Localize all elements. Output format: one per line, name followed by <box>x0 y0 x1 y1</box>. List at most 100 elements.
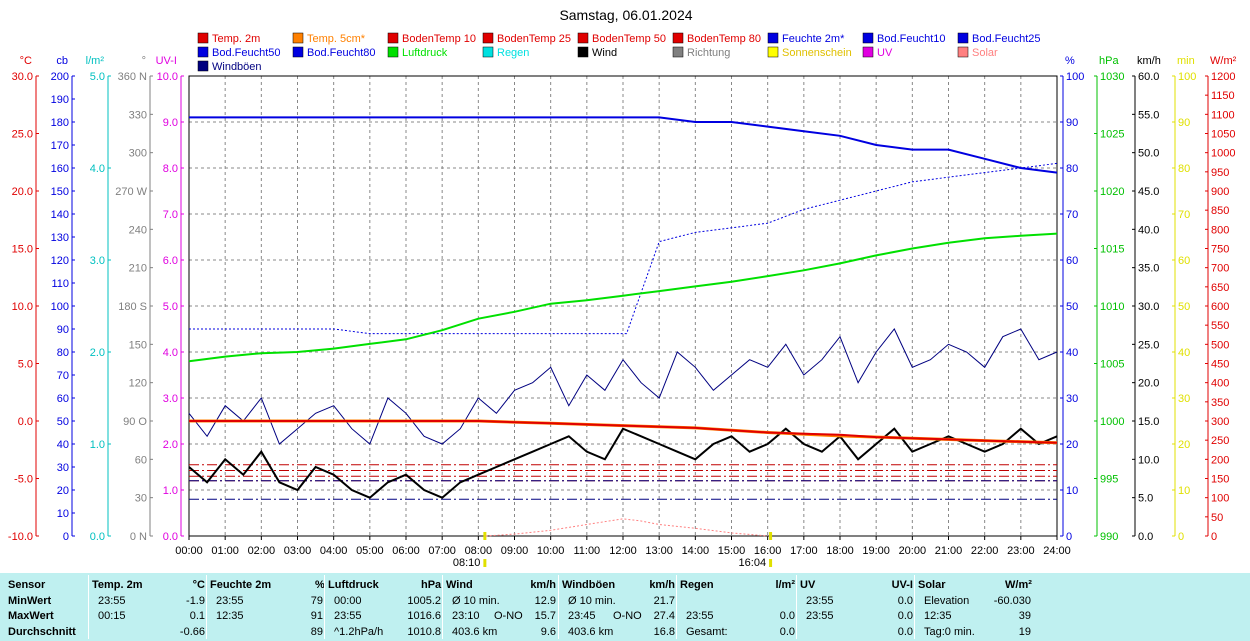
table-cell: 23:10 <box>452 610 480 622</box>
right-axis-tick-label: 700 <box>1211 263 1229 275</box>
x-tick-label: 00:00 <box>175 545 203 557</box>
right-axis-tick-label: 150 <box>1211 474 1229 486</box>
legend-label: BodenTemp 80 <box>687 33 761 45</box>
legend-label: BodenTemp 50 <box>592 33 666 45</box>
legend-label: Luftdruck <box>402 47 448 59</box>
right-axis-tick-label: 1020 <box>1100 186 1124 198</box>
legend-label: Feuchte 2m* <box>782 33 845 45</box>
right-axis-tick-label: 500 <box>1211 339 1229 351</box>
left-axis-tick-label: 50 <box>57 416 69 428</box>
right-axis-tick-label: 30 <box>1066 393 1078 405</box>
left-axis-tick-label: 40 <box>57 439 69 451</box>
right-axis-tick-label: 40 <box>1178 347 1190 359</box>
legend-swatch <box>862 46 874 58</box>
legend-swatch <box>862 32 874 44</box>
right-axis-tick-label: 1010 <box>1100 301 1124 313</box>
x-tick-label: 04:00 <box>320 545 348 557</box>
table-cell: l/m² <box>775 579 795 591</box>
left-axis-tick-label: 90 O <box>123 416 147 428</box>
left-axis-tick-label: 2.0 <box>163 439 178 451</box>
legend-swatch <box>292 32 304 44</box>
legend-swatch <box>957 32 969 44</box>
right-axis-tick-label: 25.0 <box>1138 339 1159 351</box>
right-axis-tick-label: 550 <box>1211 320 1229 332</box>
right-axis-tick-label: 45.0 <box>1138 186 1159 198</box>
legend-swatch <box>767 46 779 58</box>
right-axis-tick-label: 100 <box>1178 71 1196 83</box>
right-axis-tick-label: 10 <box>1178 485 1190 497</box>
left-axis-tick-label: 4.0 <box>90 163 105 175</box>
legend-swatch <box>292 46 304 58</box>
right-axis-tick-label: 90 <box>1066 117 1078 129</box>
left-axis-tick-label: 190 <box>51 94 69 106</box>
right-axis-tick-label: 15.0 <box>1138 416 1159 428</box>
right-axis-tick-label: 80 <box>1066 163 1078 175</box>
right-axis-tick-label: 600 <box>1211 301 1229 313</box>
table-cell: Ø 10 min. <box>452 595 500 607</box>
table-cell: -60.030 <box>993 595 1031 607</box>
right-axis-tick-label: 900 <box>1211 186 1229 198</box>
right-axis-tick-label: 1030 <box>1100 71 1124 83</box>
pressure-line <box>188 232 1058 363</box>
left-axis-tick-label: 1.0 <box>163 485 178 497</box>
left-axis-tick-label: 0.0 <box>90 531 105 543</box>
legend-label: BodenTemp 25 <box>497 33 571 45</box>
sunset-marker-bottom <box>769 559 773 567</box>
right-axis-tick-label: 800 <box>1211 224 1229 236</box>
right-axis-tick-label: 0 <box>1211 531 1217 543</box>
right-axis-tick-label: 950 <box>1211 167 1229 179</box>
table-cell: Windböen <box>562 579 616 591</box>
right-axis-tick-label: 0 <box>1066 531 1072 543</box>
x-tick-label: 12:00 <box>609 545 637 557</box>
left-axis-tick-label: 160 <box>51 163 69 175</box>
x-tick-label: 02:00 <box>248 545 276 557</box>
chart-title: Samstag, 06.01.2024 <box>559 7 692 23</box>
sunset-marker <box>769 532 773 540</box>
x-tick-label: 20:00 <box>899 545 927 557</box>
right-axis-tick-label: 1000 <box>1100 416 1124 428</box>
legend-label: Solar <box>972 47 998 59</box>
left-axis-tick-label: 210 <box>129 263 147 275</box>
left-axis-tick-label: 5.0 <box>18 359 33 371</box>
table-cell: Regen <box>680 579 714 591</box>
column-separator <box>88 575 89 639</box>
column-separator <box>676 575 677 639</box>
table-cell: Feuchte 2m <box>210 579 272 591</box>
solar-line <box>485 518 768 537</box>
right-axis-tick-label: 30.0 <box>1138 301 1159 313</box>
table-cell: 9.6 <box>540 626 556 638</box>
right-axis-tick-label: 1050 <box>1211 129 1235 141</box>
legend-label: Bod.Feucht10 <box>877 33 946 45</box>
x-tick-label: 03:00 <box>284 545 312 557</box>
right-axis-tick-label: 1015 <box>1100 244 1124 256</box>
plot-area <box>188 116 1058 537</box>
table-cell: 1016.6 <box>407 610 441 622</box>
legend-swatch <box>387 46 399 58</box>
legend-swatch <box>672 32 684 44</box>
legend-swatch <box>672 46 684 58</box>
left-axis-tick-label: -10.0 <box>8 531 33 543</box>
sunset-label: 16:04 <box>739 557 767 569</box>
legend-label: Wind <box>592 47 617 59</box>
right-axis-tick-label: 20.0 <box>1138 378 1159 390</box>
table-cell: 00:00 <box>334 595 362 607</box>
right-axis-tick-label: 20 <box>1178 439 1190 451</box>
left-axis-tick-label: 8.0 <box>163 163 178 175</box>
sunrise-marker <box>483 532 487 540</box>
right-axis-tick-label: 250 <box>1211 435 1229 447</box>
column-separator <box>914 575 915 639</box>
legend-swatch <box>482 46 494 58</box>
legend-label: Bod.Feucht50 <box>212 47 281 59</box>
table-cell: 27.4 <box>653 610 675 622</box>
left-axis-tick-label: 10.0 <box>157 71 178 83</box>
right-axis-tick-label: 1150 <box>1211 90 1235 102</box>
left-axis-tick-label: 0 N <box>130 531 147 543</box>
right-axis-tick-label: 850 <box>1211 205 1229 217</box>
table-cell: UV <box>800 579 816 591</box>
table-cell: O-NO <box>613 610 642 622</box>
right-axis-tick-label: 60.0 <box>1138 71 1159 83</box>
table-cell: 21.7 <box>653 595 675 607</box>
column-separator <box>442 575 443 639</box>
x-tick-label: 21:00 <box>935 545 963 557</box>
table-cell: 23:55 <box>216 595 244 607</box>
